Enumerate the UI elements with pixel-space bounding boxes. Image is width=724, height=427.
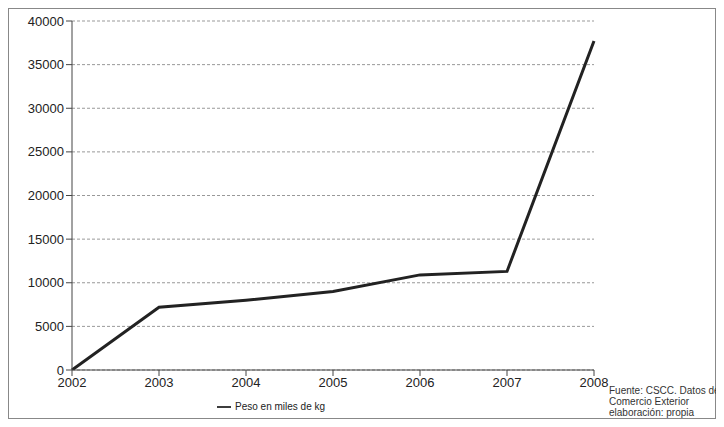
svg-text:2006: 2006 [406, 375, 435, 390]
svg-text:0: 0 [57, 363, 64, 378]
svg-text:2007: 2007 [493, 375, 522, 390]
svg-text:5000: 5000 [35, 319, 64, 334]
html-text:elaboración: propia: elaboración: propia [609, 407, 695, 418]
html-text:Comercio Exterior: Comercio Exterior [609, 396, 689, 407]
svg-text:10000: 10000 [28, 275, 64, 290]
svg-text:30000: 30000 [28, 101, 64, 116]
svg-text:35000: 35000 [28, 57, 64, 72]
svg-text:2004: 2004 [232, 375, 261, 390]
svg-text:20000: 20000 [28, 188, 64, 203]
svg-text:40000: 40000 [28, 14, 64, 29]
svg-text:2005: 2005 [319, 375, 348, 390]
svg-text:2003: 2003 [145, 375, 174, 390]
svg-text:15000: 15000 [28, 232, 64, 247]
html-text:Fuente: CSCC. Datos de: Fuente: CSCC. Datos de [609, 385, 720, 396]
svg-text:2008: 2008 [580, 375, 609, 390]
svg-text:25000: 25000 [28, 144, 64, 159]
svg-text:2002: 2002 [57, 375, 87, 391]
html-text:Peso en miles de kg: Peso en miles de kg [235, 400, 326, 412]
